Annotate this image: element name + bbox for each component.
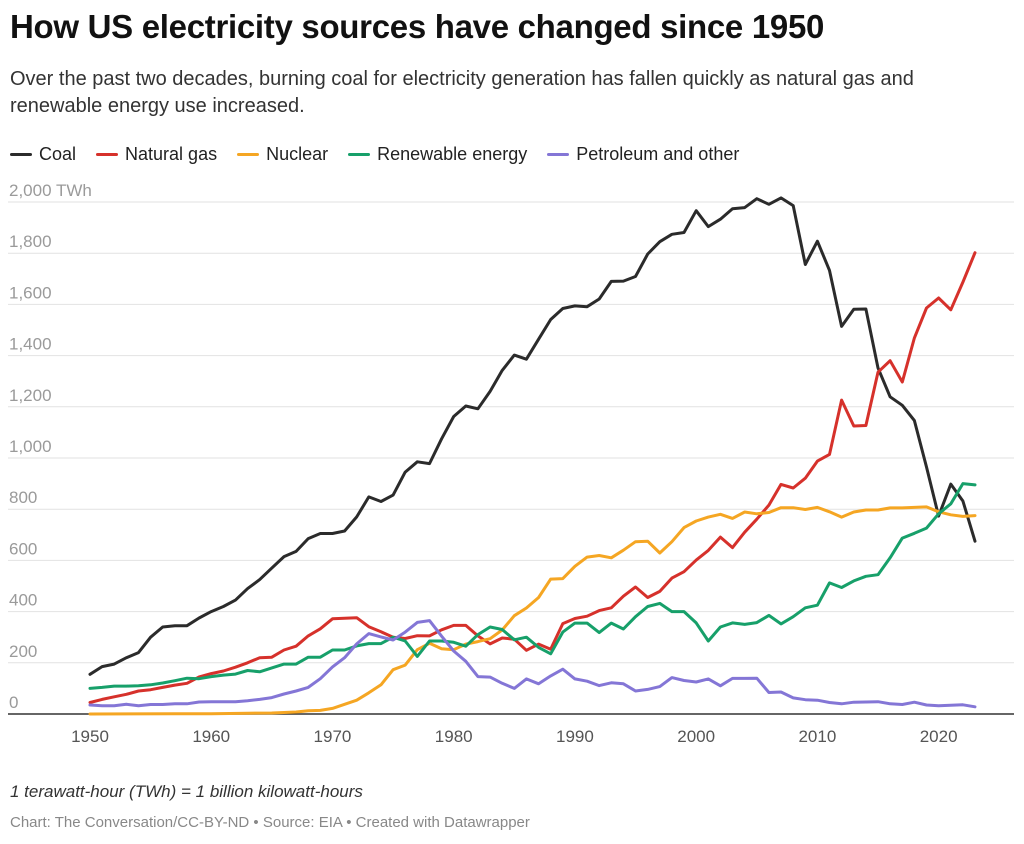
x-tick-label: 1990 [556,727,594,746]
unit-note: 1 terawatt-hour (TWh) = 1 billion kilowa… [10,782,363,801]
legend-item-renewable: Renewable energy [348,144,527,165]
legend-label: Coal [39,144,77,164]
legend-swatch-coal [10,153,32,156]
y-tick-label: 1,000 [9,437,52,456]
y-tick-label: 400 [9,591,37,610]
legend-label: Nuclear [266,144,329,164]
y-tick-label: 800 [9,488,37,507]
legend: Coal Natural gas Nuclear Renewable energ… [10,144,759,165]
y-tick-label: 1,200 [9,386,52,405]
legend-swatch-natural-gas [96,153,119,156]
x-tick-label: 1970 [314,727,352,746]
legend-item-petroleum: Petroleum and other [547,144,739,165]
line-chart: 0 200 400 600 800 1,000 1,200 1,400 1,600 1,800 2,… [8,181,1014,746]
source-footer: Chart: The Conversation/CC-BY-ND • Sourc… [10,814,530,831]
legend-label: Petroleum and other [576,144,740,164]
legend-item-coal: Coal [10,144,76,165]
y-tick-label: 0 [9,693,18,712]
legend-label: Renewable energy [377,144,528,164]
chart-title: How US electricity sources have changed … [10,8,825,45]
legend-swatch-petroleum [547,153,570,156]
x-tick-label: 2010 [798,727,836,746]
series-line-nuclear [88,505,977,716]
x-tick-label: 1960 [192,727,230,746]
legend-swatch-nuclear [237,153,260,156]
y-tick-label: 1,400 [9,335,52,354]
x-tick-label: 2020 [920,727,958,746]
y-tick-label: 200 [9,642,37,661]
chart-subtitle: Over the past two decades, burning coal … [10,68,914,117]
series-line-natural-gas [88,251,977,704]
legend-swatch-renewable [348,153,371,156]
x-tick-label: 1980 [435,727,473,746]
legend-item-nuclear: Nuclear [237,144,328,165]
series-line-petroleum-and-other [88,619,977,709]
x-tick-label: 2000 [677,727,715,746]
y-tick-label: 600 [9,539,37,558]
y-tick-label: 2,000 TWh [9,181,92,200]
series-line-renewable-energy [88,482,977,690]
y-tick-label: 1,800 [9,232,52,251]
series-line-coal [88,196,977,676]
legend-label: Natural gas [125,144,218,164]
x-tick-label: 1950 [71,727,109,746]
y-tick-label: 1,600 [9,283,52,302]
legend-item-natural-gas: Natural gas [96,144,217,165]
